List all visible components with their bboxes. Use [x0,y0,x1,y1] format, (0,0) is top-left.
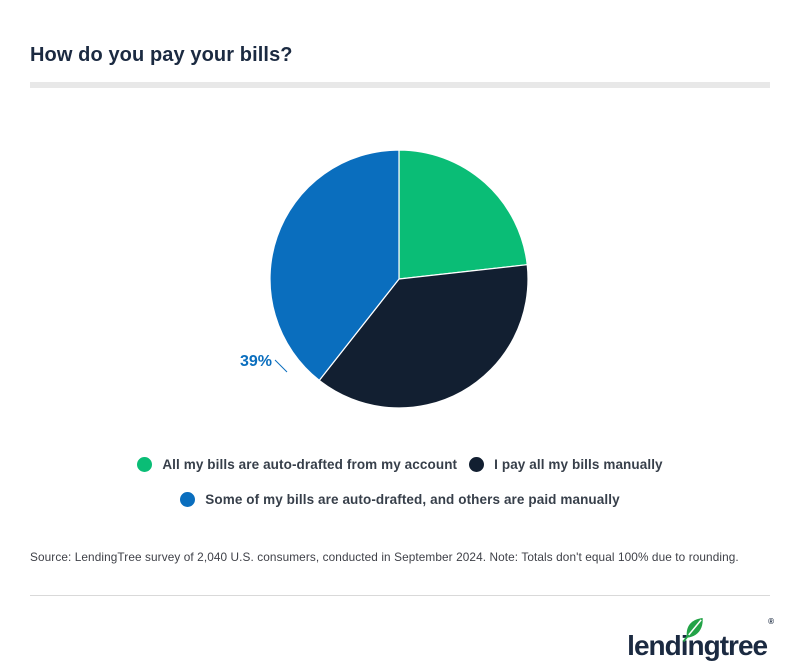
legend-dot-green [137,457,153,472]
pie-svg: 23%37%39% [240,149,529,409]
legend-row-1: All my bills are auto-drafted from my ac… [137,457,663,472]
leaf-icon [682,618,703,642]
pie-value-label: 39% [240,353,272,370]
legend-item-auto-drafted: All my bills are auto-drafted from my ac… [137,457,457,472]
pie-chart: 23%37%39% [0,130,800,430]
chart-legend: All my bills are auto-drafted from my ac… [0,457,800,507]
pie-slice [269,149,400,381]
pie-slice [318,264,529,409]
legend-label: All my bills are auto-drafted from my ac… [162,457,458,472]
logo-wordmark: lendingtree® [627,618,774,661]
legend-item-manual: I pay all my bills manually [469,457,663,472]
legend-label: I pay all my bills manually [494,457,663,472]
pie-slice [398,149,528,280]
legend-label: Some of my bills are auto-drafted, and o… [205,492,620,507]
lendingtree-logo: lendingtree® [627,616,774,661]
label-leader-line [274,359,288,373]
legend-item-mixed: Some of my bills are auto-drafted, and o… [180,492,620,507]
title-divider [30,82,770,88]
legend-dot-blue [180,492,196,507]
legend-dot-navy [469,457,485,472]
logo-text-main: lendingtree [627,630,768,661]
legend-row-2: Some of my bills are auto-drafted, and o… [180,492,620,507]
source-note: Source: LendingTree survey of 2,040 U.S.… [30,550,739,564]
registered-mark: ® [768,617,774,626]
page-title: How do you pay your bills? [30,44,293,66]
footer-divider [30,595,770,596]
